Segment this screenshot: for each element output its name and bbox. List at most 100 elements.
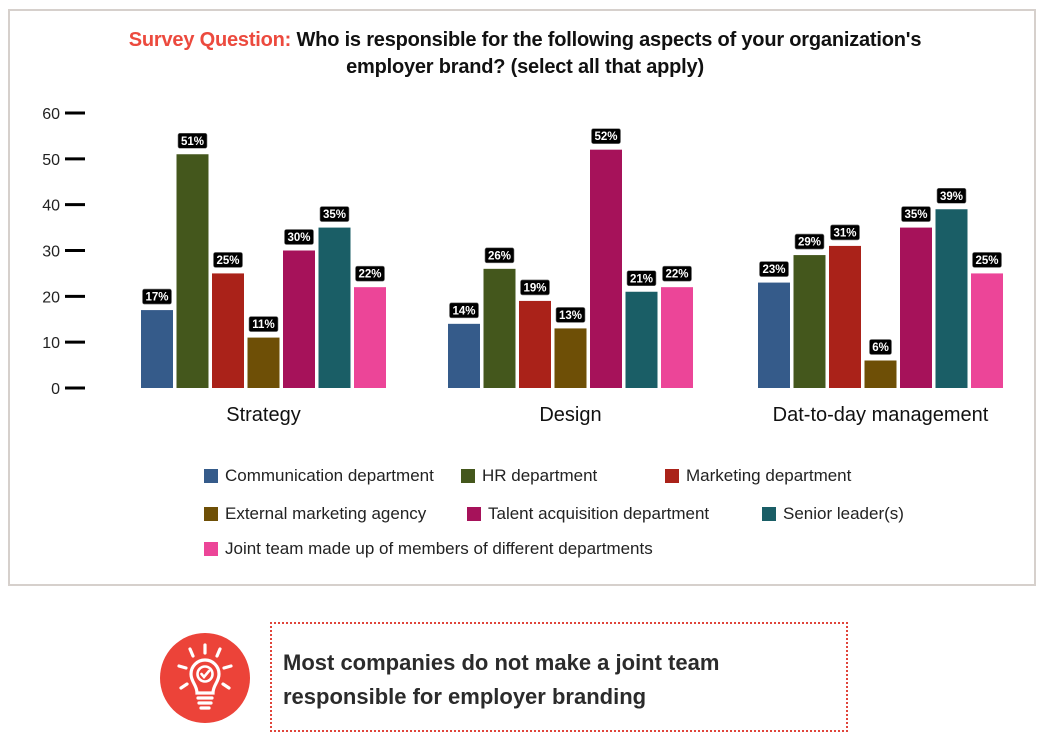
y-tick-label: 20 [42,289,60,306]
data-label: 35% [904,209,927,221]
data-label-box [319,206,350,222]
data-label-box [662,265,692,282]
data-label-box [626,270,657,287]
data-label-box [830,224,860,241]
data-label: 25% [216,255,239,267]
legend-item: Marketing department [665,466,851,486]
data-label: 39% [940,191,963,203]
bar [141,310,173,388]
data-label: 22% [358,269,381,281]
bar [247,337,280,388]
callout-box [270,622,848,732]
data-label: 25% [975,255,998,267]
legend-label: External marketing agency [225,504,427,523]
legend-item: Senior leader(s) [762,504,904,524]
chart-title: Survey Question: Who is responsible for … [100,27,950,81]
title-lead: Survey Question: [128,29,292,51]
x-category-label: Strategy [226,404,300,426]
y-tick-label: 40 [42,198,60,215]
legend-item: External marketing agency [204,504,426,524]
bar [900,227,932,388]
bar [971,273,1003,388]
bar [354,287,386,388]
data-label-box [177,132,208,149]
bar [661,287,693,388]
lightbulb-check-icon [160,633,250,723]
data-label-box [869,339,892,355]
data-label: 30% [287,232,310,244]
bar [554,328,587,388]
bar [793,255,826,388]
legend-swatch [204,507,218,521]
data-label: 29% [798,237,821,249]
legend-item: HR department [461,466,597,486]
bar [864,360,897,388]
bar-chart: 0 10 20 30 40 50 60 17% 51% 25% 11% 30% 35% 22% 14% 26… [42,106,1003,426]
y-tick-label: 50 [42,152,60,169]
bar [176,154,209,388]
legend-label: Communication department [225,466,434,485]
chart-frame [8,9,1036,586]
data-label: 21% [630,273,653,285]
data-label: 31% [833,227,856,239]
legend-label: Senior leader(s) [783,504,904,523]
x-category-label: Dat-to-day management [773,404,989,426]
bar [935,209,968,388]
legend-label: Talent acquisition department [488,504,710,523]
legend-label: Marketing department [686,466,852,485]
y-axis: 0 10 20 30 40 50 60 [42,106,85,398]
data-label-box [520,279,550,296]
bar [758,282,790,388]
data-label-box [248,316,279,332]
data-label: 22% [665,269,688,281]
data-label-box [449,302,479,319]
data-label: 11% [252,319,274,331]
legend-label: Joint team made up of members of differe… [225,539,653,558]
legend-swatch [204,469,218,483]
data-label-box [794,233,825,250]
data-label-box [142,288,172,305]
data-label: 35% [323,209,346,221]
data-label-box [355,265,385,282]
x-axis-labels: Strategy Design Dat-to-day management [226,404,989,426]
legend-swatch [665,469,679,483]
bar [212,273,244,388]
legend-swatch [467,507,481,521]
data-label: 26% [488,250,511,262]
data-label: 23% [762,264,785,276]
data-label: 13% [559,310,582,322]
data-label: 19% [523,282,546,294]
y-tick-label: 30 [42,244,60,261]
data-label: 6% [872,342,889,354]
bar [318,227,351,388]
data-label-box [759,261,789,277]
data-label-box [972,252,1002,268]
y-tick-label: 60 [42,106,60,123]
data-label-box [901,206,931,222]
y-tick-label: 0 [51,381,60,398]
x-category-label: Design [539,404,601,426]
title-text: Who is responsible for the following asp… [291,29,922,78]
data-label: 52% [594,131,617,143]
data-label-box [213,252,243,268]
data-label: 51% [181,136,204,148]
bar [519,300,551,388]
legend-item: Joint team made up of members of differe… [204,539,653,559]
legend-swatch [461,469,475,483]
data-label-box [591,128,621,144]
callout-text: Most companies do not make a joint team … [283,650,720,709]
data-label-box [484,247,515,264]
bar [283,250,315,388]
data-label-box [936,187,967,204]
legend-item: Communication department [204,466,434,486]
bar [829,245,861,388]
data-label: 17% [145,292,168,304]
legend-label: HR department [482,466,598,485]
data-label-box [555,307,586,323]
bar [590,149,622,388]
legend-swatch [204,542,218,556]
legend-item: Talent acquisition department [467,504,709,524]
data-label: 14% [452,305,475,317]
bar [448,323,480,388]
y-tick-label: 10 [42,335,60,352]
